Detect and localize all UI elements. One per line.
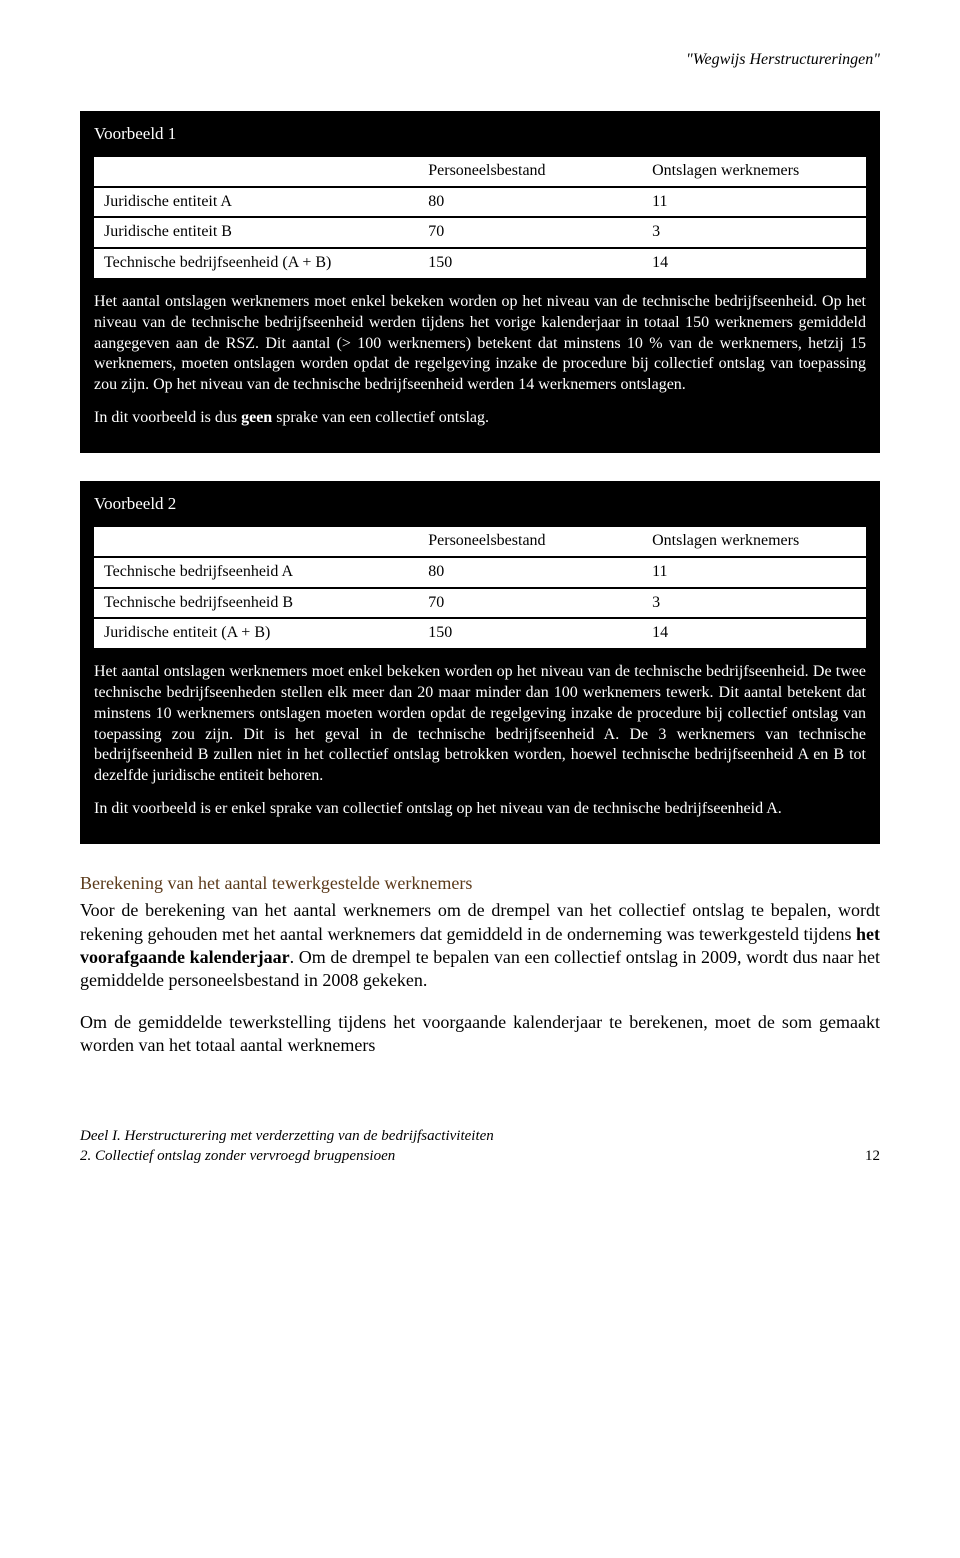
col-ontslagen: Ontslagen werknemers bbox=[642, 527, 866, 556]
cell: Juridische entiteit B bbox=[94, 218, 418, 247]
cell: 80 bbox=[418, 558, 642, 587]
cell: Juridische entiteit A bbox=[94, 188, 418, 217]
table-row: Technische bedrijfseenheid (A + B) 150 1… bbox=[94, 249, 866, 278]
cell: 70 bbox=[418, 218, 642, 247]
section-heading: Berekening van het aantal tewerkgestelde… bbox=[80, 872, 880, 895]
page-number: 12 bbox=[865, 1147, 880, 1167]
example-1-box: Voorbeeld 1 Personeelsbestand Ontslagen … bbox=[80, 111, 880, 453]
example-1-table: Personeelsbestand Ontslagen werknemers J… bbox=[94, 155, 866, 280]
example-2-title: Voorbeeld 2 bbox=[94, 493, 866, 515]
footer-left: Deel I. Herstructurering met verderzetti… bbox=[80, 1127, 494, 1166]
table-row: Juridische entiteit (A + B) 150 14 bbox=[94, 619, 866, 648]
example-2-conclusion: In dit voorbeeld is er enkel sprake van … bbox=[94, 799, 866, 820]
cell: 70 bbox=[418, 589, 642, 618]
cell: 80 bbox=[418, 188, 642, 217]
example-1-conclusion: In dit voorbeeld is dus geen sprake van … bbox=[94, 408, 866, 429]
table-header-row: Personeelsbestand Ontslagen werknemers bbox=[94, 157, 866, 186]
footer-line-2: 2. Collectief ontslag zonder vervroegd b… bbox=[80, 1147, 494, 1167]
document-header: "Wegwijs Herstructureringen" bbox=[80, 50, 880, 71]
cell: 14 bbox=[642, 619, 866, 648]
example-2-box: Voorbeeld 2 Personeelsbestand Ontslagen … bbox=[80, 481, 880, 844]
section-para-1: Voor de berekening van het aantal werkne… bbox=[80, 899, 880, 993]
cell: 3 bbox=[642, 589, 866, 618]
example-2-table: Personeelsbestand Ontslagen werknemers T… bbox=[94, 525, 866, 650]
table-row: Technische bedrijfseenheid B 70 3 bbox=[94, 589, 866, 618]
col-personeelsbestand: Personeelsbestand bbox=[418, 157, 642, 186]
col-personeelsbestand: Personeelsbestand bbox=[418, 527, 642, 556]
cell: 3 bbox=[642, 218, 866, 247]
table-header-row: Personeelsbestand Ontslagen werknemers bbox=[94, 527, 866, 556]
cell: 11 bbox=[642, 188, 866, 217]
example-1-explanation: Het aantal ontslagen werknemers moet enk… bbox=[94, 292, 866, 396]
cell: Technische bedrijfseenheid (A + B) bbox=[94, 249, 418, 278]
section-para-2: Om de gemiddelde tewerkstelling tijdens … bbox=[80, 1011, 880, 1058]
table-row: Juridische entiteit B 70 3 bbox=[94, 218, 866, 247]
col-blank bbox=[94, 157, 418, 186]
table-row: Technische bedrijfseenheid A 80 11 bbox=[94, 558, 866, 587]
example-1-title: Voorbeeld 1 bbox=[94, 123, 866, 145]
col-ontslagen: Ontslagen werknemers bbox=[642, 157, 866, 186]
example-2-explanation: Het aantal ontslagen werknemers moet enk… bbox=[94, 662, 866, 787]
table-row: Juridische entiteit A 80 11 bbox=[94, 188, 866, 217]
cell: Technische bedrijfseenheid A bbox=[94, 558, 418, 587]
cell: Juridische entiteit (A + B) bbox=[94, 619, 418, 648]
page-footer: Deel I. Herstructurering met verderzetti… bbox=[80, 1127, 880, 1166]
footer-line-1: Deel I. Herstructurering met verderzetti… bbox=[80, 1127, 494, 1147]
cell: 11 bbox=[642, 558, 866, 587]
col-blank bbox=[94, 527, 418, 556]
cell: 150 bbox=[418, 619, 642, 648]
cell: 14 bbox=[642, 249, 866, 278]
cell: 150 bbox=[418, 249, 642, 278]
cell: Technische bedrijfseenheid B bbox=[94, 589, 418, 618]
